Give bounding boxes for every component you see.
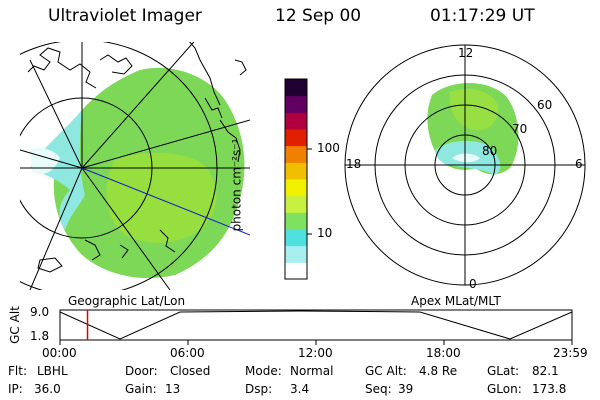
mlat-label-60: 60 [537, 98, 553, 112]
door-value: Closed [170, 364, 211, 378]
gain-value: 13 [165, 382, 181, 396]
emission-yellow-region [106, 152, 217, 243]
alt-ylabel: GC Alt [7, 306, 22, 344]
colorbar [285, 79, 307, 280]
colorbar-band [285, 129, 307, 147]
apex-polar-plot [344, 44, 586, 286]
instrument-title: Ultraviolet Imager [48, 6, 202, 26]
seq-value: 39 [398, 382, 414, 396]
mode-value: Normal [290, 364, 334, 378]
colorbar-band [285, 179, 307, 197]
gcalt-label: GC Alt: [365, 364, 407, 378]
geo-grid [20, 42, 250, 290]
mlt-label-18: 18 [346, 157, 362, 171]
colorbar-band [285, 212, 307, 230]
glon-value: 173.8 [532, 382, 567, 396]
mlt-label-6: 6 [575, 157, 583, 171]
colorbar-band [285, 162, 307, 180]
time-label: 01:17:29 UT [430, 6, 535, 26]
alt-xtick-0000: 00:00 [42, 346, 77, 360]
colorbar-band [285, 79, 307, 97]
apex-caption: Apex MLat/MLT [411, 294, 501, 308]
colorbar-unit-label: photon cm⁻²s⁻¹ [229, 138, 244, 232]
flt-value: LBHL [37, 364, 68, 378]
dsp-value: 3.4 [290, 382, 310, 396]
glat-label: GLat: [487, 364, 520, 378]
alt-ytick-low: 1.8 [30, 329, 50, 343]
alt-xtick-1800: 18:00 [426, 346, 461, 360]
dsp-label: Dsp: [245, 382, 273, 396]
colorbar-band [285, 245, 307, 263]
date-label: 12 Sep 00 [275, 6, 362, 26]
gcalt-value: 4.8 Re [419, 364, 458, 378]
mlt-label-12: 12 [458, 46, 474, 60]
geo-caption: Geographic Lat/Lon [68, 294, 186, 308]
colorbar-tick-100: 100 [317, 141, 340, 155]
colorbar-band [285, 112, 307, 130]
glat-value: 82.1 [532, 364, 559, 378]
altitude-curve [59, 310, 573, 340]
terminator-line [81, 167, 250, 236]
colorbar-band [285, 95, 307, 113]
door-label: Door: [125, 364, 158, 378]
mlat-label-80: 80 [482, 144, 498, 158]
colorbar-frame [284, 78, 308, 280]
ip-value: 36.0 [34, 382, 61, 396]
alt-xtick-1200: 12:00 [298, 346, 333, 360]
apex-grid [345, 45, 585, 285]
altitude-plot [59, 309, 573, 345]
colorbar-band [285, 195, 307, 213]
flt-label: Flt: [8, 364, 27, 378]
alt-xtick-0600: 06:00 [170, 346, 205, 360]
colorbar-band [285, 229, 307, 247]
gain-label: Gain: [125, 382, 157, 396]
colorbar-tick-10: 10 [317, 226, 333, 240]
mlat-label-70: 70 [512, 122, 528, 136]
glon-label: GLon: [487, 382, 522, 396]
ip-label: IP: [8, 382, 23, 396]
emission-cyan-edge [30, 110, 85, 230]
coastlines [27, 42, 247, 273]
seq-label: Seq: [365, 382, 392, 396]
geographic-image [20, 42, 250, 290]
mlt-label-0: 0 [469, 277, 477, 291]
colorbar-band [285, 262, 307, 280]
mode-label: Mode: [245, 364, 282, 378]
alt-ytick-high: 9.0 [30, 305, 50, 319]
auroral-yellow-region [449, 88, 499, 131]
colorbar-band [285, 145, 307, 163]
alt-xtick-2359: 23:59 [553, 346, 588, 360]
